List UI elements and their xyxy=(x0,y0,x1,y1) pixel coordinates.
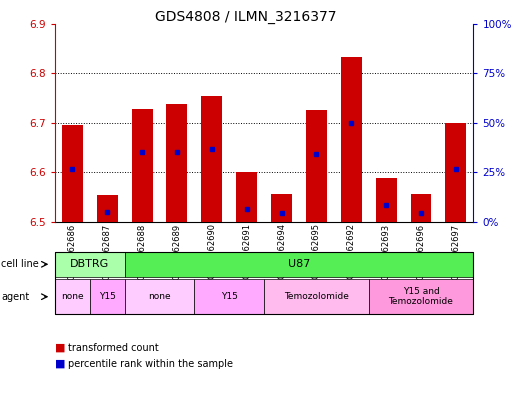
Text: none: none xyxy=(148,292,171,301)
Text: GDS4808 / ILMN_3216377: GDS4808 / ILMN_3216377 xyxy=(155,10,337,24)
Text: DBTRG: DBTRG xyxy=(70,259,109,269)
Bar xyxy=(62,125,83,222)
Text: Y15: Y15 xyxy=(99,292,116,301)
Bar xyxy=(132,109,153,222)
Bar xyxy=(236,173,257,222)
Text: Y15: Y15 xyxy=(221,292,237,301)
Text: percentile rank within the sample: percentile rank within the sample xyxy=(68,358,233,369)
Text: cell line: cell line xyxy=(1,259,39,269)
Bar xyxy=(166,104,187,222)
Text: ■: ■ xyxy=(55,358,65,369)
Bar xyxy=(201,95,222,222)
Text: agent: agent xyxy=(1,292,29,302)
Bar xyxy=(97,195,118,222)
Text: none: none xyxy=(61,292,84,301)
Text: Y15 and
Temozolomide: Y15 and Temozolomide xyxy=(389,287,453,307)
Bar xyxy=(341,57,362,222)
Bar xyxy=(446,123,467,222)
Bar xyxy=(306,110,327,222)
Text: U87: U87 xyxy=(288,259,310,269)
Bar xyxy=(376,178,396,222)
Bar xyxy=(271,194,292,222)
Text: transformed count: transformed count xyxy=(68,343,159,353)
Text: ■: ■ xyxy=(55,343,65,353)
Bar xyxy=(411,194,431,222)
Text: Temozolomide: Temozolomide xyxy=(284,292,349,301)
